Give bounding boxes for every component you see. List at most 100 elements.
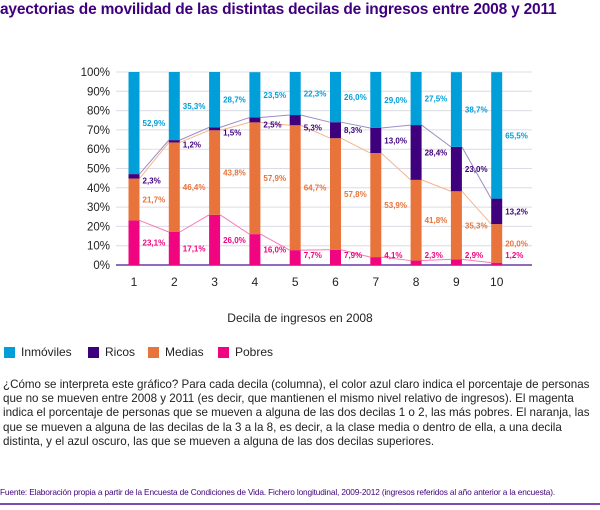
source-note: Fuente: Elaboración propia a partir de l… xyxy=(0,487,555,497)
y-tick-label: 0% xyxy=(93,260,110,272)
y-tick-label: 90% xyxy=(87,86,110,98)
connector-line-pobres xyxy=(179,214,210,233)
y-tick-label: 80% xyxy=(87,106,110,118)
data-label: 53,9% xyxy=(384,201,407,210)
data-label: 2,5% xyxy=(263,120,281,129)
bar-segment-inmóviles xyxy=(249,72,261,118)
stacked-bar-chart: 0%10%20%30%40%50%60%70%80%90%100%23,1%17… xyxy=(81,67,532,289)
data-label: 29,0% xyxy=(384,96,407,105)
divider xyxy=(0,503,600,505)
legend-swatch xyxy=(218,346,229,358)
data-label: 23,5% xyxy=(263,91,286,100)
bar-segment-medias xyxy=(209,130,221,215)
connector-line-ricos xyxy=(461,146,492,199)
bar-segment-inmóviles xyxy=(450,72,462,147)
x-axis-label: Decila de ingresos en 2008 xyxy=(227,311,373,325)
bar-segment-pobres xyxy=(128,220,140,265)
data-label: 23,0% xyxy=(465,165,488,174)
x-tick-label: 5 xyxy=(292,275,299,289)
connector-line-medias xyxy=(421,179,452,192)
legend-item-ricos: Ricos xyxy=(88,345,135,359)
x-tick-label: 9 xyxy=(453,275,460,289)
connector-line-ricos xyxy=(300,114,331,123)
data-label: 2,3% xyxy=(143,177,161,186)
connector-line-ricos xyxy=(139,139,170,175)
data-label: 5,3% xyxy=(304,123,322,132)
data-label: 57,8% xyxy=(344,190,367,199)
bar-segment-pobres xyxy=(491,262,503,265)
bar-segment-medias xyxy=(168,142,180,232)
x-tick-label: 3 xyxy=(211,275,218,289)
data-label: 46,4% xyxy=(183,183,206,192)
bar-segment-inmóviles xyxy=(330,72,341,123)
data-label: 20,0% xyxy=(505,239,528,248)
connector-line-ricos xyxy=(340,121,371,129)
legend-item-medias: Medias xyxy=(148,345,204,359)
bar-segment-medias xyxy=(249,122,261,235)
legend-swatch xyxy=(4,346,15,358)
data-label: 35,3% xyxy=(183,102,206,111)
y-tick-label: 40% xyxy=(87,183,110,195)
x-tick-label: 10 xyxy=(490,275,504,289)
data-label: 52,9% xyxy=(143,119,166,128)
bar-segment-ricos xyxy=(289,115,301,126)
bar-segment-pobres xyxy=(249,234,261,265)
data-label: 26,0% xyxy=(344,93,367,102)
bar-segment-ricos xyxy=(410,125,422,180)
data-label: 57,9% xyxy=(263,174,286,183)
bar-segment-inmóviles xyxy=(491,72,503,199)
legend-label: Pobres xyxy=(235,345,274,359)
data-label: 41,8% xyxy=(425,216,448,225)
connector-line-medias xyxy=(179,129,210,143)
bar-segment-medias xyxy=(410,179,422,261)
bar-segment-ricos xyxy=(491,198,503,225)
x-tick-label: 4 xyxy=(252,275,259,289)
x-tick-label: 2 xyxy=(171,275,178,289)
data-label: 21,7% xyxy=(143,195,166,204)
data-label: 1,2% xyxy=(505,251,523,260)
data-label: 13,2% xyxy=(505,207,528,216)
connector-line-pobres xyxy=(421,258,451,262)
data-label: 26,0% xyxy=(223,236,246,245)
bar-segment-pobres xyxy=(410,260,422,265)
connector-line-pobres xyxy=(461,258,492,264)
data-label: 4,1% xyxy=(384,251,402,260)
bar-segment-ricos xyxy=(128,174,140,179)
connector-line-ricos xyxy=(179,126,210,141)
data-label: 35,3% xyxy=(465,221,488,230)
data-label: 28,4% xyxy=(425,148,448,157)
data-label: 65,5% xyxy=(505,131,528,140)
data-label: 7,9% xyxy=(344,251,362,260)
data-label: 7,7% xyxy=(304,251,322,260)
bar-segment-ricos xyxy=(209,127,221,131)
bar-segment-inmóviles xyxy=(289,72,301,116)
x-tick-label: 6 xyxy=(332,275,339,289)
connector-line-ricos xyxy=(260,114,290,119)
bar-segment-ricos xyxy=(450,146,462,192)
bar-segment-inmóviles xyxy=(168,72,180,141)
legend-swatch xyxy=(148,346,159,358)
data-label: 2,3% xyxy=(425,251,443,260)
legend-label: Inmóviles xyxy=(21,345,72,359)
data-label: 22,3% xyxy=(304,90,327,99)
explanation-text: ¿Cómo se interpreta este gráfico? Para c… xyxy=(3,378,590,448)
bar-segment-pobres xyxy=(209,214,221,265)
bar-segment-inmóviles xyxy=(410,72,422,126)
bar-segment-inmóviles xyxy=(128,72,140,175)
data-label: 13,0% xyxy=(384,137,407,146)
legend-item-inmoviles: Inmóviles xyxy=(4,345,72,359)
data-label: 43,8% xyxy=(223,169,246,178)
data-label: 27,5% xyxy=(425,95,448,104)
bar-segment-ricos xyxy=(370,127,382,154)
bar-segment-pobres xyxy=(168,231,180,265)
legend-label: Medias xyxy=(165,345,204,359)
legend-swatch xyxy=(88,346,99,358)
bar-segment-ricos xyxy=(249,117,261,123)
legend-item-pobres: Pobres xyxy=(218,345,273,359)
connector-line-pobres xyxy=(139,219,169,233)
y-tick-label: 10% xyxy=(87,241,110,253)
bar-segment-pobres xyxy=(370,257,382,265)
connector-line-medias xyxy=(139,142,170,179)
bar-segment-medias xyxy=(128,178,140,221)
y-tick-label: 20% xyxy=(87,221,110,233)
